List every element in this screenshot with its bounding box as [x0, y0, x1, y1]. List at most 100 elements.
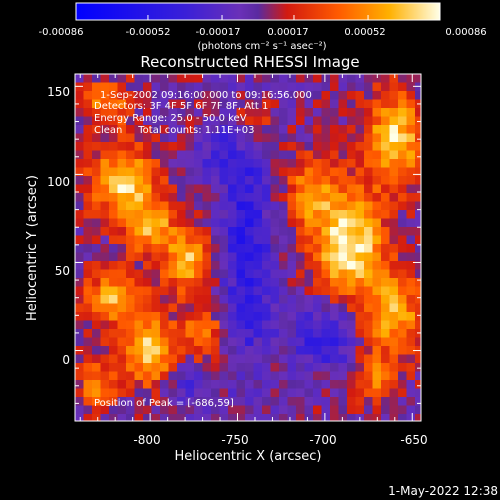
heatmap-cell	[253, 167, 263, 177]
heatmap-cell	[338, 286, 348, 296]
heatmap-cell	[202, 261, 212, 271]
heatmap-cell	[126, 312, 136, 322]
heatmap-cell	[389, 108, 399, 118]
heatmap-cell	[83, 142, 93, 152]
heatmap-cell	[398, 108, 408, 118]
heatmap-cell	[304, 380, 314, 390]
heatmap-cell	[160, 99, 170, 109]
y-tick-label: 50	[55, 264, 70, 278]
heatmap-cell	[253, 210, 263, 220]
heatmap-cell	[398, 414, 408, 421]
heatmap-cell	[236, 201, 246, 211]
heatmap-cell	[304, 159, 314, 169]
heatmap-cell	[364, 303, 374, 313]
heatmap-cell	[415, 125, 421, 135]
heatmap-cell	[236, 354, 246, 364]
heatmap-cell	[338, 295, 348, 305]
heatmap-cell	[83, 329, 93, 339]
heatmap-cell	[92, 380, 102, 390]
heatmap-cell	[100, 133, 110, 143]
heatmap-cell	[194, 74, 204, 84]
heatmap-cell	[304, 91, 314, 101]
heatmap-cell	[279, 176, 289, 186]
heatmap-cell	[75, 99, 85, 109]
heatmap-cell	[109, 150, 119, 160]
heatmap-cell	[117, 99, 127, 109]
heatmap-cell	[75, 371, 85, 381]
heatmap-cell	[109, 210, 119, 220]
heatmap-cell	[236, 329, 246, 339]
y-tick-label: 0	[62, 353, 70, 367]
heatmap-cell	[406, 363, 416, 373]
heatmap-cell	[143, 320, 153, 330]
heatmap-cell	[185, 193, 195, 203]
heatmap-cell	[381, 210, 391, 220]
heatmap-cell	[372, 354, 382, 364]
heatmap-cell	[262, 218, 272, 228]
heatmap-cell	[185, 363, 195, 373]
heatmap-cell	[253, 405, 263, 415]
heatmap-cell	[126, 388, 136, 398]
heatmap-cell	[313, 286, 323, 296]
heatmap-cell	[100, 252, 110, 262]
heatmap-cell	[151, 159, 161, 169]
heatmap-cell	[117, 82, 127, 92]
heatmap-cell	[347, 99, 357, 109]
heatmap-cell	[372, 388, 382, 398]
heatmap-cell	[143, 227, 153, 237]
heatmap-cell	[389, 320, 399, 330]
y-axis-label: Heliocentric Y (arcsec)	[25, 175, 40, 321]
heatmap-cell	[185, 99, 195, 109]
heatmap-cell	[338, 269, 348, 279]
heatmap-cell	[100, 218, 110, 228]
heatmap-cell	[262, 125, 272, 135]
heatmap-cell	[304, 286, 314, 296]
heatmap-cell	[372, 346, 382, 356]
heatmap-cell	[202, 286, 212, 296]
heatmap-cell	[185, 346, 195, 356]
heatmap-cell	[151, 125, 161, 135]
heatmap-cell	[126, 244, 136, 254]
heatmap-cell	[211, 218, 221, 228]
heatmap-cell	[219, 218, 229, 228]
heatmap-cell	[313, 210, 323, 220]
heatmap-cell	[398, 235, 408, 245]
heatmap-cell	[143, 397, 153, 407]
heatmap-cell	[304, 210, 314, 220]
heatmap-cell	[355, 74, 365, 84]
clean-counts-annotation: Clean Total counts: 1.11E+03	[94, 125, 254, 136]
heatmap-cell	[194, 278, 204, 288]
heatmap-cell	[211, 295, 221, 305]
heatmap-cell	[355, 193, 365, 203]
heatmap-cell	[151, 227, 161, 237]
heatmap-cell	[398, 269, 408, 279]
heatmap-cell	[415, 295, 421, 305]
heatmap-cell	[270, 218, 280, 228]
heatmap-cell	[236, 235, 246, 245]
heatmap-cell	[177, 380, 187, 390]
heatmap-cell	[338, 74, 348, 84]
heatmap-cell	[279, 320, 289, 330]
heatmap-cell	[151, 337, 161, 347]
heatmap-cell	[109, 312, 119, 322]
heatmap-cell	[372, 380, 382, 390]
heatmap-cell	[168, 354, 178, 364]
heatmap-cell	[313, 405, 323, 415]
heatmap-cell	[389, 397, 399, 407]
heatmap-cell	[398, 193, 408, 203]
heatmap-cell	[381, 329, 391, 339]
heatmap-cell	[364, 380, 374, 390]
heatmap-cell	[168, 159, 178, 169]
heatmap-cell	[398, 167, 408, 177]
heatmap-cell	[338, 99, 348, 109]
heatmap-cell	[364, 286, 374, 296]
heatmap-cell	[143, 329, 153, 339]
heatmap-cell	[372, 218, 382, 228]
heatmap-cell	[92, 312, 102, 322]
heatmap-cell	[372, 116, 382, 126]
heatmap-cell	[355, 244, 365, 254]
heatmap-cell	[75, 193, 85, 203]
heatmap-cell	[185, 159, 195, 169]
heatmap-cell	[381, 82, 391, 92]
heatmap-cell	[415, 108, 421, 118]
